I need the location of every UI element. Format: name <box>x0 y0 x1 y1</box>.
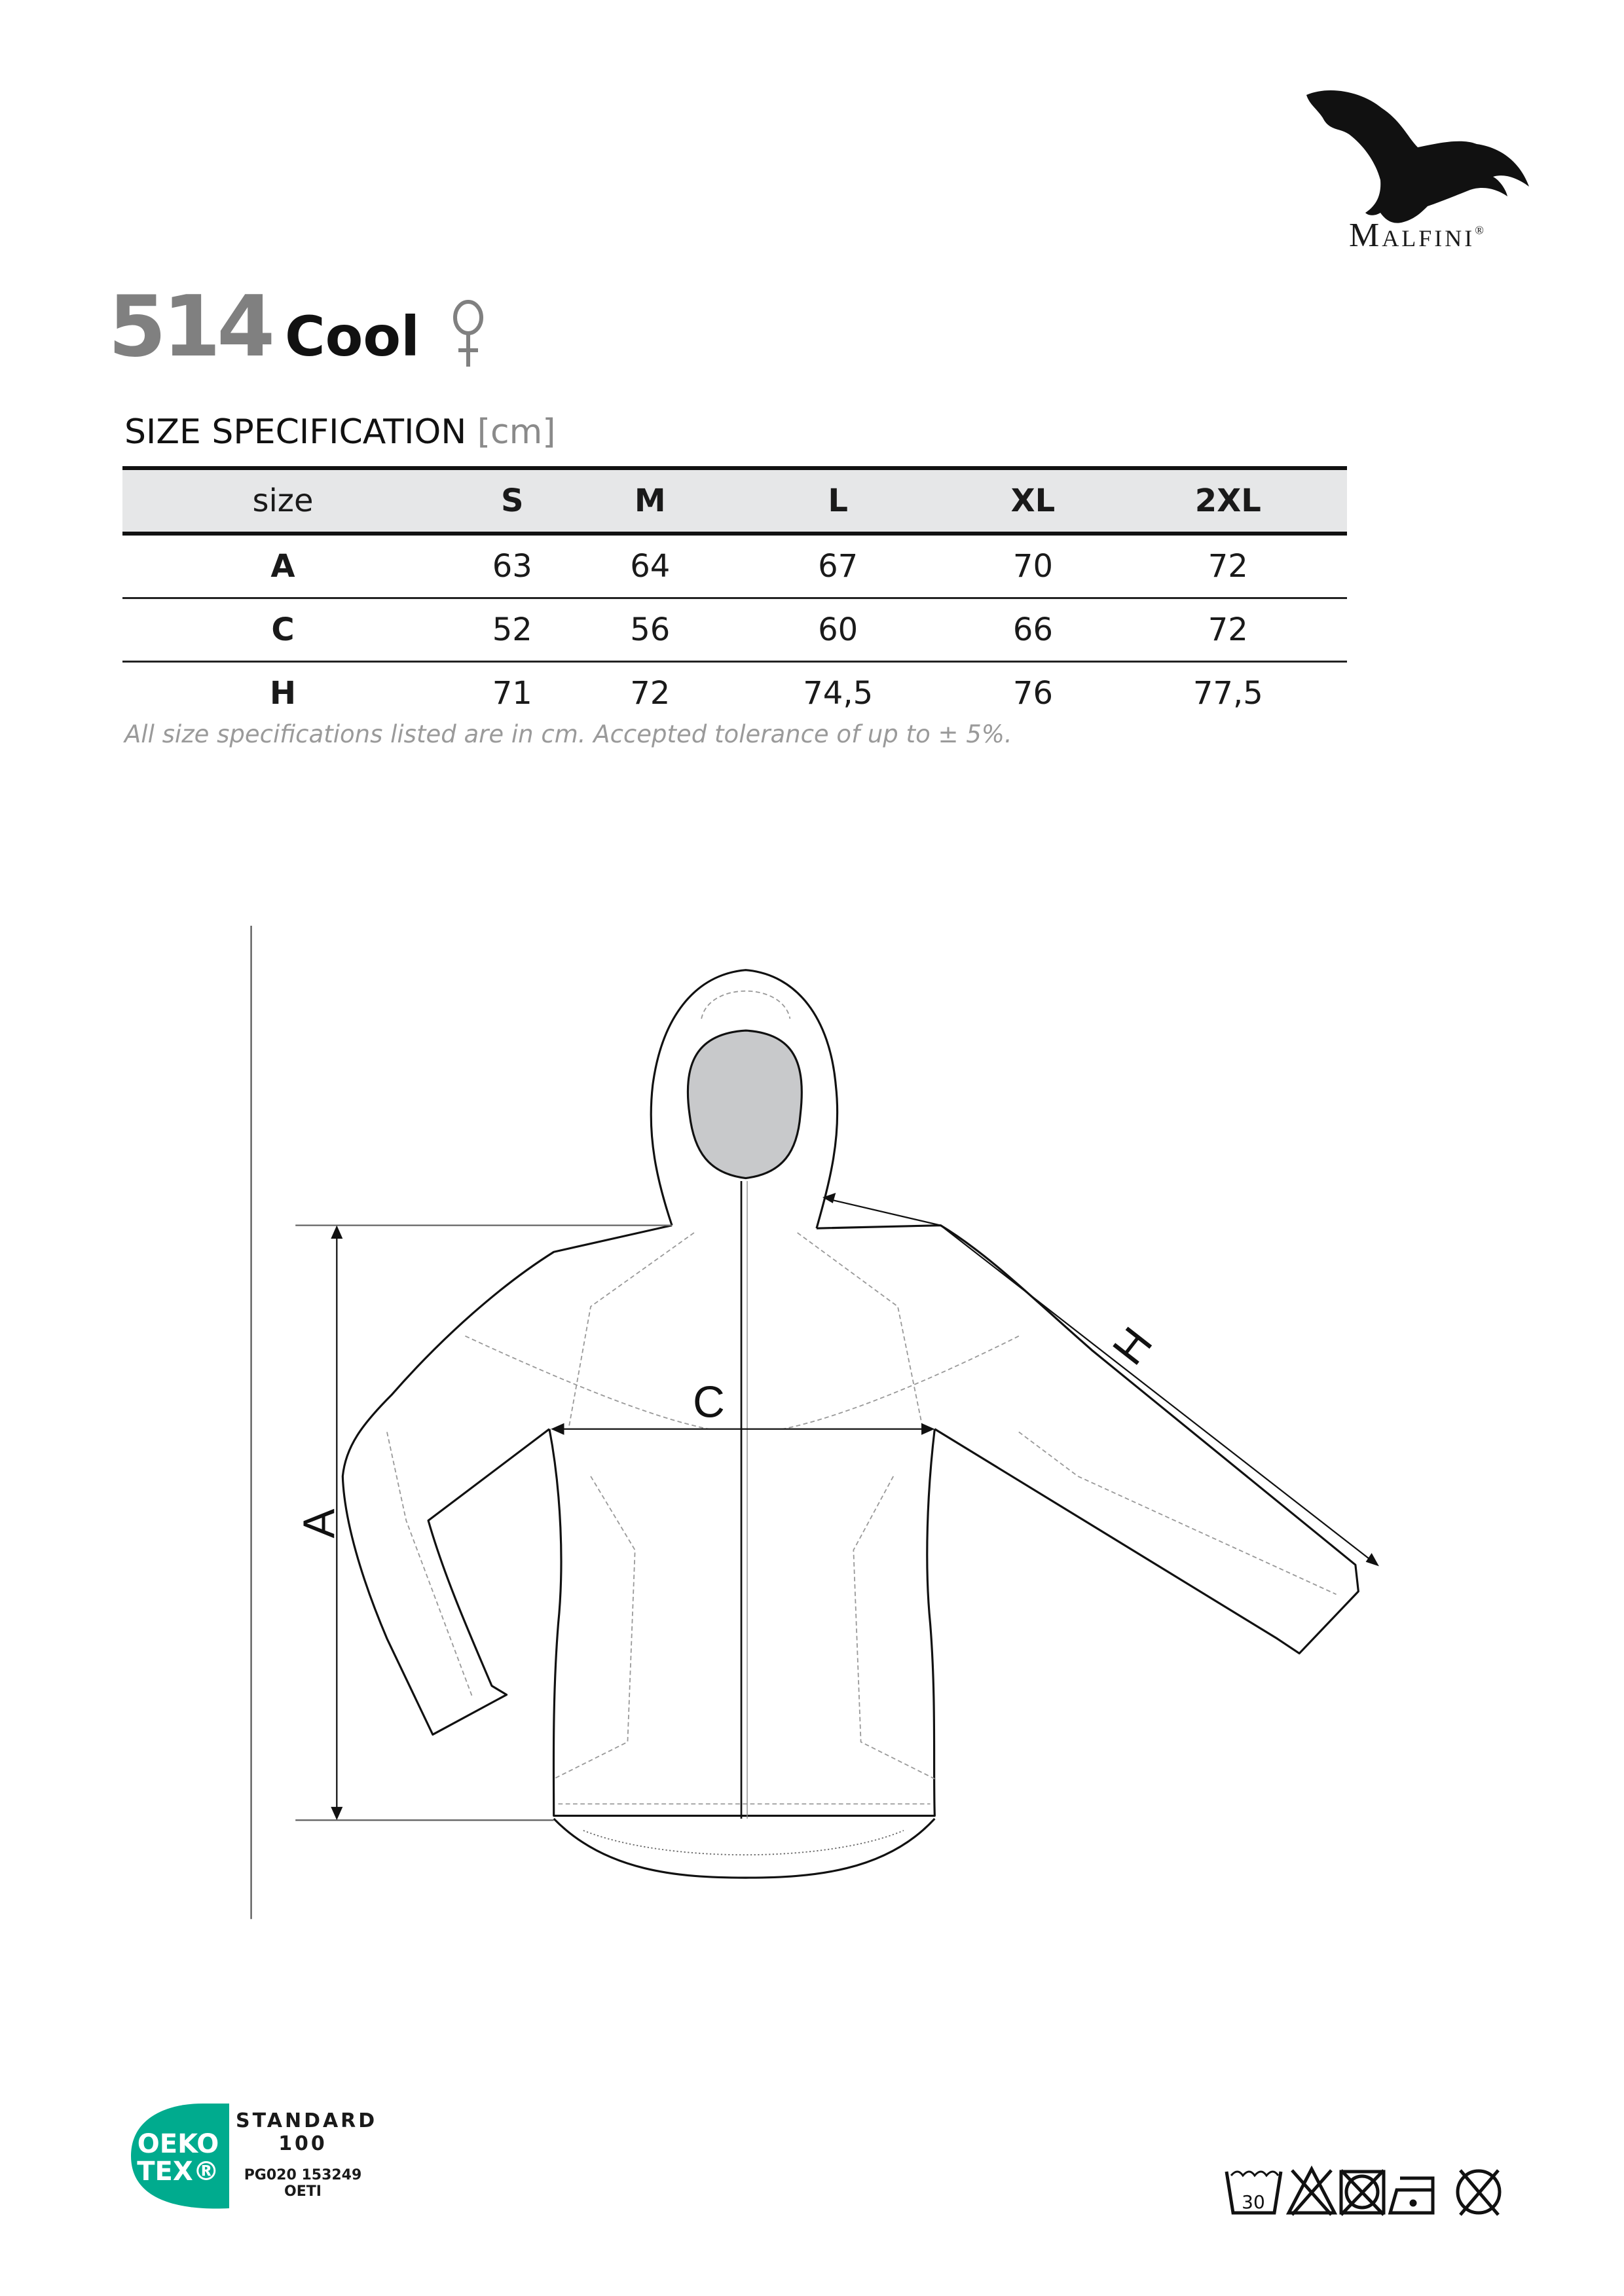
header-cell: XL <box>957 466 1109 536</box>
tolerance-footnote: All size specifications listed are in cm… <box>124 720 1012 748</box>
dimension-a-label: A <box>295 1508 344 1538</box>
table-cell: 64 <box>581 534 719 599</box>
table-cell: 74,5 <box>803 675 874 712</box>
no-dry-clean-icon <box>1456 2169 1502 2216</box>
table-cell: 67 <box>719 534 957 599</box>
table-cell: 72 <box>630 675 671 712</box>
svg-text:TEX®: TEX® <box>137 2157 219 2187</box>
header-cell: L <box>719 466 957 536</box>
female-icon <box>453 300 483 367</box>
svg-text:30: 30 <box>1242 2191 1265 2213</box>
certificate-number: PG020 153249 <box>244 2167 362 2183</box>
left-body <box>548 1429 936 1817</box>
header-cell: M <box>581 466 719 536</box>
svg-text:OEKO: OEKO <box>138 2129 219 2159</box>
standard-label: STANDARD <box>236 2109 378 2132</box>
table-row: H 71 72 74,5 76 77,5 <box>122 662 1347 725</box>
table-cell: H <box>269 675 297 712</box>
hem <box>553 1817 936 1879</box>
no-bleach-icon <box>1285 2165 1338 2216</box>
hood <box>650 969 839 1229</box>
size-table: size S M L XL 2XL A 63 64 67 70 72 C 52 … <box>122 466 1347 724</box>
header-cell: S <box>443 466 581 536</box>
table-cell: 56 <box>581 598 719 663</box>
no-tumble-dry-icon <box>1339 2169 1386 2216</box>
table-row: A 63 64 67 70 72 <box>122 534 1347 599</box>
header-cell: size <box>122 466 443 536</box>
table-cell: A <box>122 534 443 599</box>
jacket-technical-drawing: A C H <box>250 926 1379 1920</box>
left-sleeve <box>341 1224 673 1736</box>
brand-name: Malfini® <box>1349 217 1486 254</box>
table-cell: 63 <box>443 534 581 599</box>
table-cell: 70 <box>957 534 1109 599</box>
oeko-tex-info: STANDARD 100 PG020 153249 OETI <box>236 2109 378 2200</box>
product-code: 514 <box>108 278 275 376</box>
right-sleeve <box>816 1224 1359 1655</box>
header-cell: 2XL <box>1109 466 1347 536</box>
table-cell: 71 <box>492 675 532 712</box>
spec-title: SIZE SPECIFICATION [cm] <box>124 412 556 452</box>
product-name: Cool <box>285 304 420 369</box>
table-cell: 72 <box>1109 534 1347 599</box>
standard-number: 100 <box>278 2132 327 2155</box>
oeko-tex-logo: OEKO TEX® <box>131 2104 229 2209</box>
iron-low-icon <box>1388 2176 1435 2215</box>
table-cell: 72 <box>1109 598 1347 663</box>
dimension-h-line <box>826 1197 1374 1563</box>
wash-30-icon: 30 <box>1225 2170 1283 2215</box>
institute: OETI <box>284 2183 322 2200</box>
table-cell: 60 <box>719 598 957 663</box>
eagle-logo <box>1306 90 1529 223</box>
table-cell: C <box>122 598 443 663</box>
dimension-c-label: C <box>693 1378 725 1427</box>
table-cell: 76 <box>1012 675 1053 712</box>
table-cell: 77,5 <box>1192 675 1263 712</box>
table-header-row: size S M L XL 2XL <box>122 466 1347 536</box>
table-cell: 66 <box>957 598 1109 663</box>
table-cell: 52 <box>443 598 581 663</box>
care-symbols: 30 <box>1225 2165 1502 2216</box>
table-row: C 52 56 60 66 72 <box>122 598 1347 663</box>
